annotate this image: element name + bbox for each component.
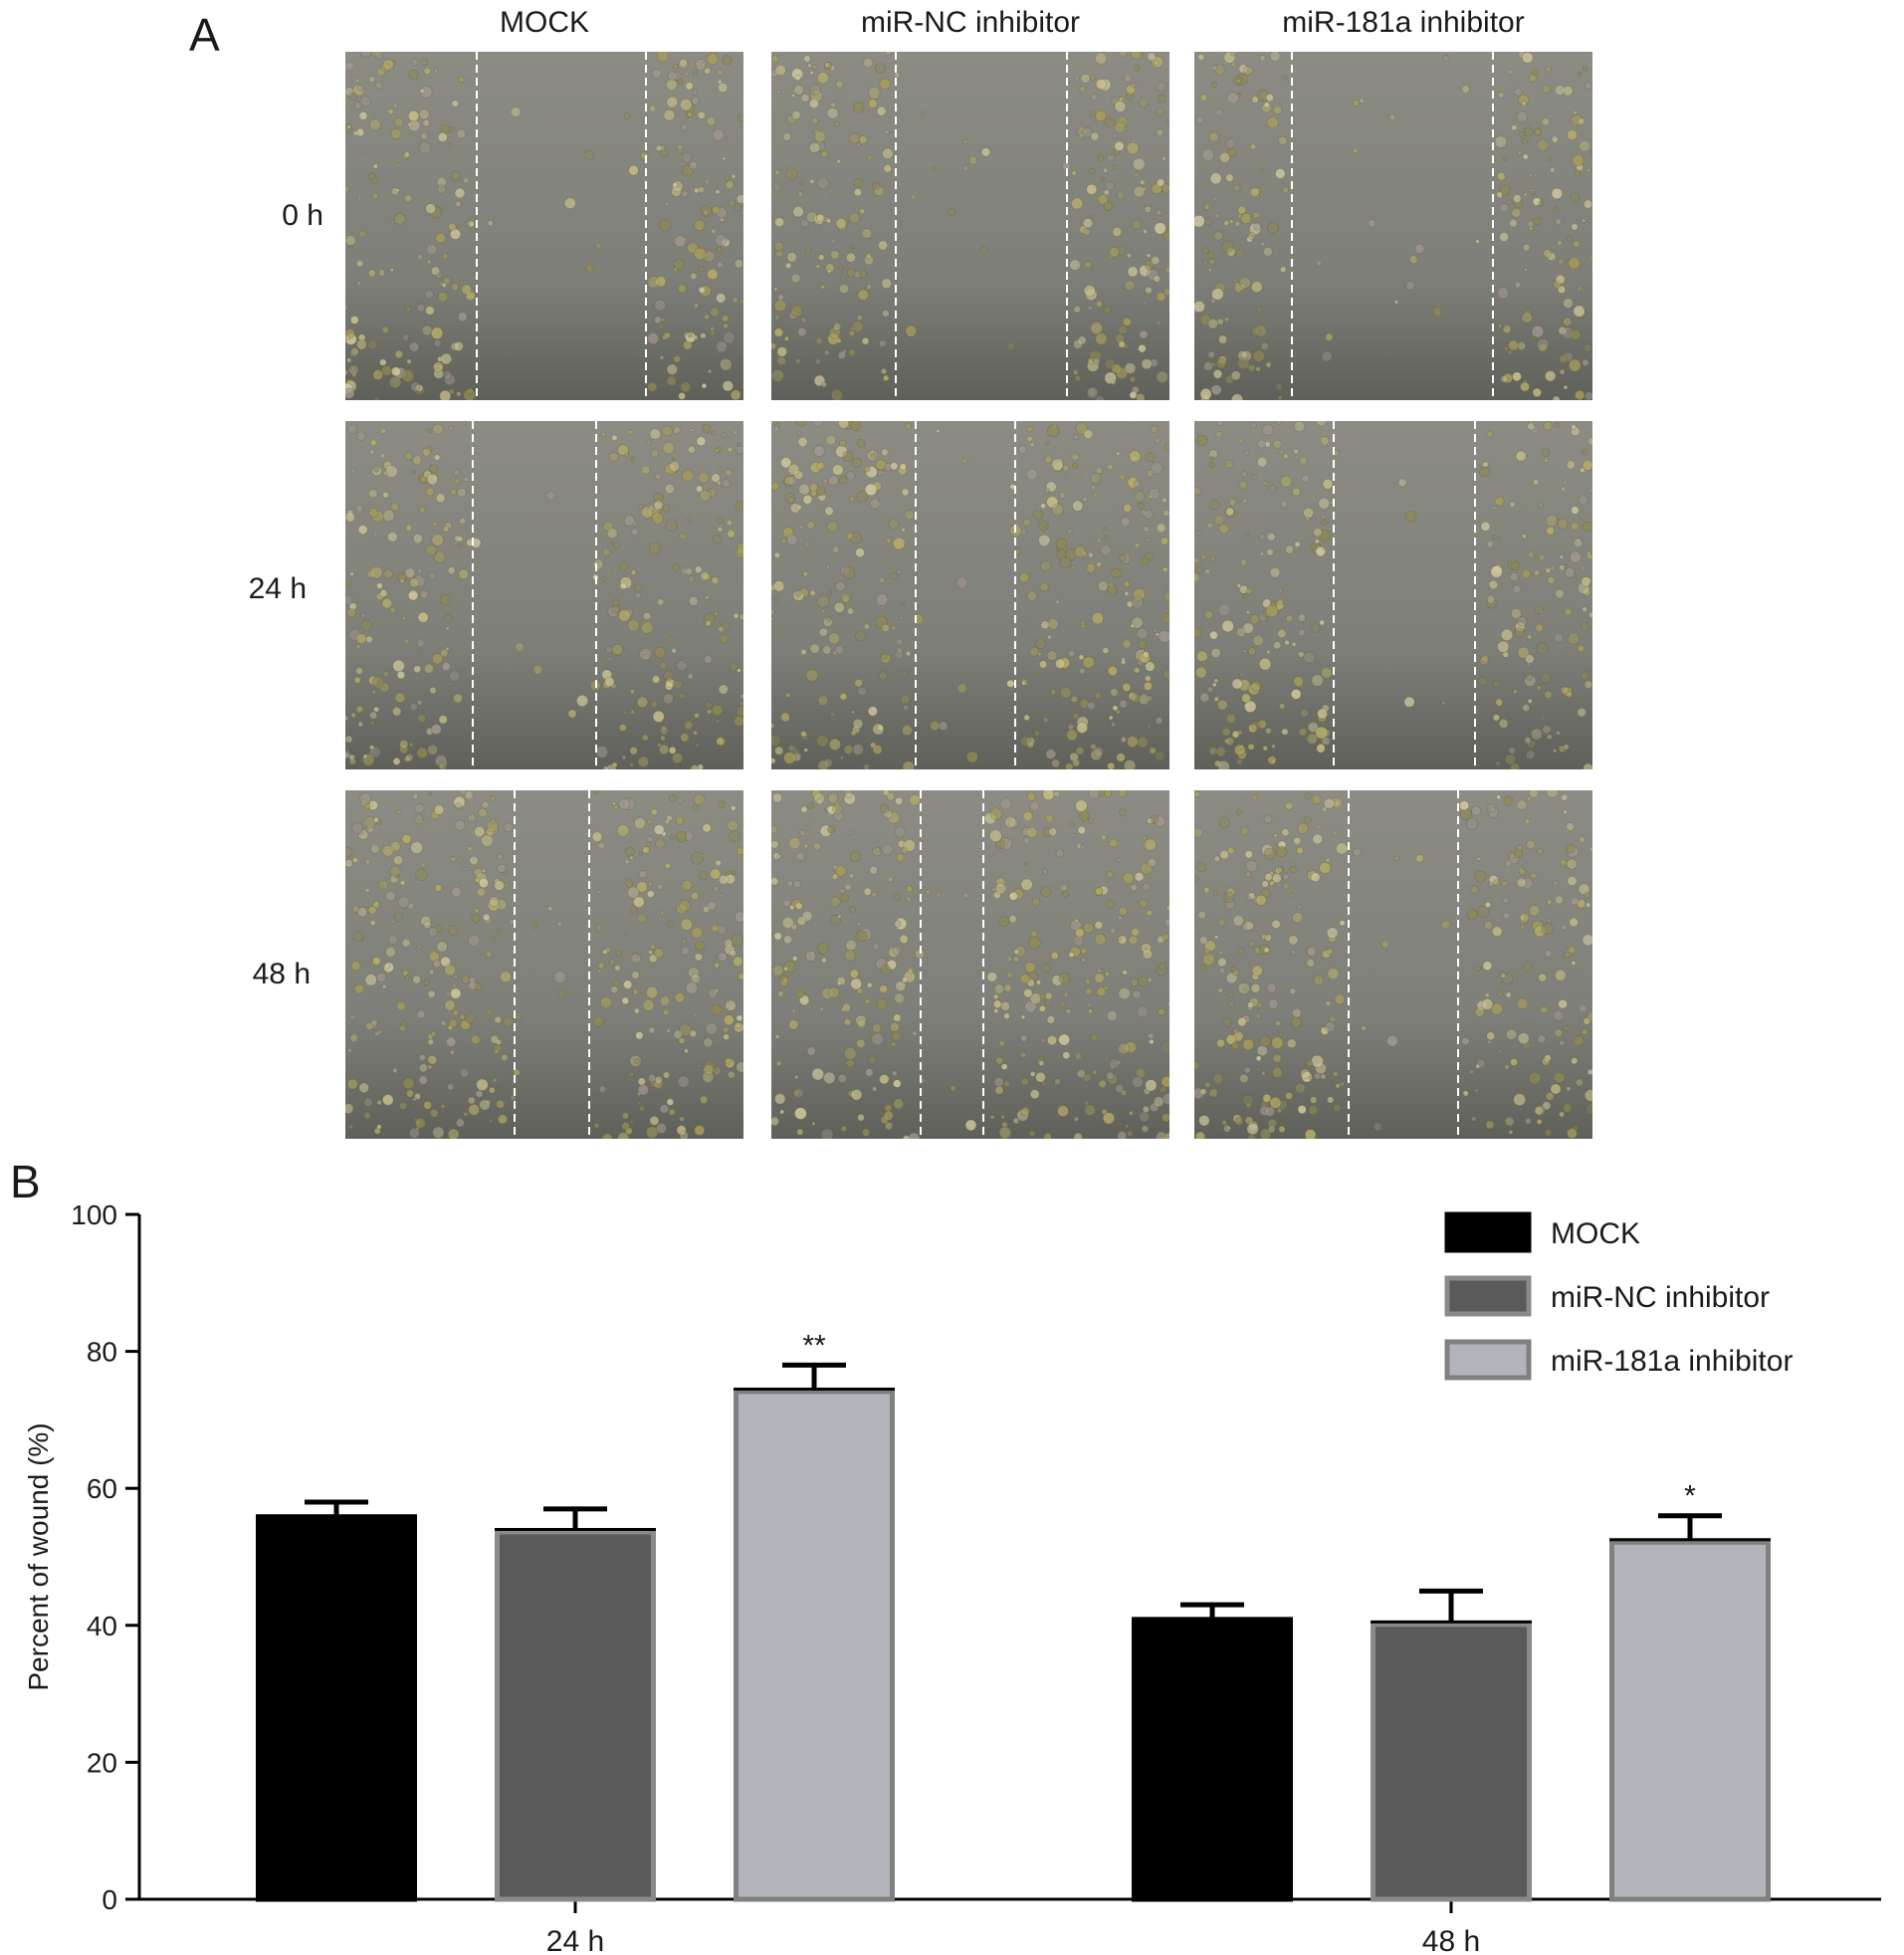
micrograph-mock-24h	[345, 421, 743, 769]
row-label-0h: 0 h	[282, 199, 323, 232]
column-label-mir-181a-inhibitor: miR-181a inhibitor	[1282, 6, 1525, 39]
y-tick-label: 40	[87, 1611, 117, 1641]
legend-swatch	[1444, 1339, 1532, 1381]
bar	[1609, 1539, 1771, 1902]
cell-texture	[771, 52, 1169, 400]
y-tick-label: 20	[87, 1747, 117, 1778]
panel-a-letter: A	[189, 9, 220, 61]
bar	[734, 1389, 895, 1902]
y-axis-label: Percent of wound (%)	[23, 1422, 54, 1690]
micrograph-mir-nc-24h	[771, 421, 1169, 769]
bar	[1371, 1622, 1532, 1902]
panel-b-letter: B	[10, 1156, 41, 1207]
y-tick-label: 60	[87, 1473, 117, 1504]
micrograph-mir-181a-48h	[1194, 790, 1592, 1139]
wound-bar-chart: 0 20 40 60 80 100 Percent of wound (%) 24 h ** 48…	[23, 1199, 1881, 1955]
y-tick-label: 100	[71, 1199, 117, 1230]
micrograph-mir-nc-48h	[771, 790, 1169, 1139]
x-tick-label: 24 h	[546, 1925, 604, 1955]
legend-label: MOCK	[1551, 1217, 1640, 1250]
significance-marker: **	[802, 1329, 826, 1362]
micrograph-mir-181a-0h	[1194, 52, 1592, 400]
row-label-24h: 24 h	[248, 572, 307, 605]
cell-texture	[1194, 421, 1592, 769]
cell-texture	[771, 421, 1169, 769]
legend-swatch	[1444, 1211, 1532, 1253]
micrograph-mir-nc-0h	[771, 52, 1169, 400]
cell-texture	[771, 790, 1169, 1139]
micrograph-mock-0h	[345, 52, 743, 400]
y-tick-label: 0	[102, 1884, 117, 1915]
x-tick-label: 48 h	[1422, 1925, 1480, 1955]
cell-texture	[345, 52, 743, 400]
bar	[495, 1529, 656, 1902]
legend-swatch	[1444, 1275, 1532, 1317]
legend-label: miR-181a inhibitor	[1551, 1345, 1793, 1378]
micrograph-mock-48h	[345, 790, 743, 1139]
row-label-48h: 48 h	[252, 958, 311, 990]
micrograph-mir-181a-24h	[1194, 421, 1592, 769]
y-tick-label: 80	[87, 1337, 117, 1368]
column-label-mir-nc-inhibitor: miR-NC inhibitor	[860, 6, 1081, 39]
legend-label: miR-NC inhibitor	[1551, 1281, 1770, 1314]
cell-texture	[1194, 52, 1592, 400]
significance-marker: *	[1684, 1480, 1696, 1513]
cell-texture	[1194, 790, 1592, 1139]
bar	[256, 1515, 417, 1902]
cell-texture	[345, 421, 743, 769]
cell-texture	[345, 790, 743, 1139]
column-label-mock: MOCK	[500, 6, 589, 39]
bar	[1132, 1618, 1293, 1902]
